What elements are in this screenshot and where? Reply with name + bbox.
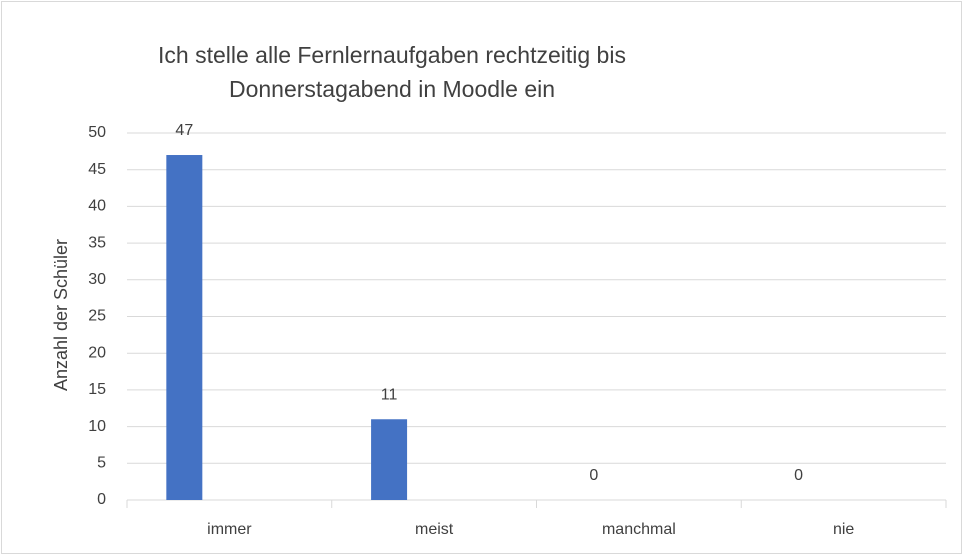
y-tick-label: 0 [97, 491, 106, 508]
y-tick-label: 25 [88, 308, 106, 325]
data-label: 11 [381, 386, 398, 403]
data-label: 0 [794, 467, 803, 484]
data-label: 47 [175, 122, 193, 139]
y-tick-label: 30 [88, 271, 106, 288]
bar [371, 419, 408, 500]
y-tick-label: 10 [88, 418, 106, 435]
x-tick-label: nie [833, 521, 854, 538]
y-tick-label: 40 [88, 198, 106, 215]
bar [166, 155, 203, 500]
y-tick-label: 15 [88, 381, 106, 398]
x-tick-label: manchmal [602, 521, 676, 538]
chart-title: Ich stelle alle Fernlernaufgaben rechtze… [158, 42, 626, 102]
y-axis-label: Anzahl der Schüler [51, 239, 71, 391]
y-tick-label: 20 [88, 344, 106, 361]
data-label: 0 [589, 467, 598, 484]
y-tick-label: 50 [88, 124, 106, 141]
y-tick-label: 45 [88, 161, 106, 178]
x-tick-label: meist [415, 521, 454, 538]
y-tick-label: 35 [88, 234, 106, 251]
y-tick-label: 5 [97, 455, 106, 472]
x-tick-label: immer [207, 521, 252, 538]
